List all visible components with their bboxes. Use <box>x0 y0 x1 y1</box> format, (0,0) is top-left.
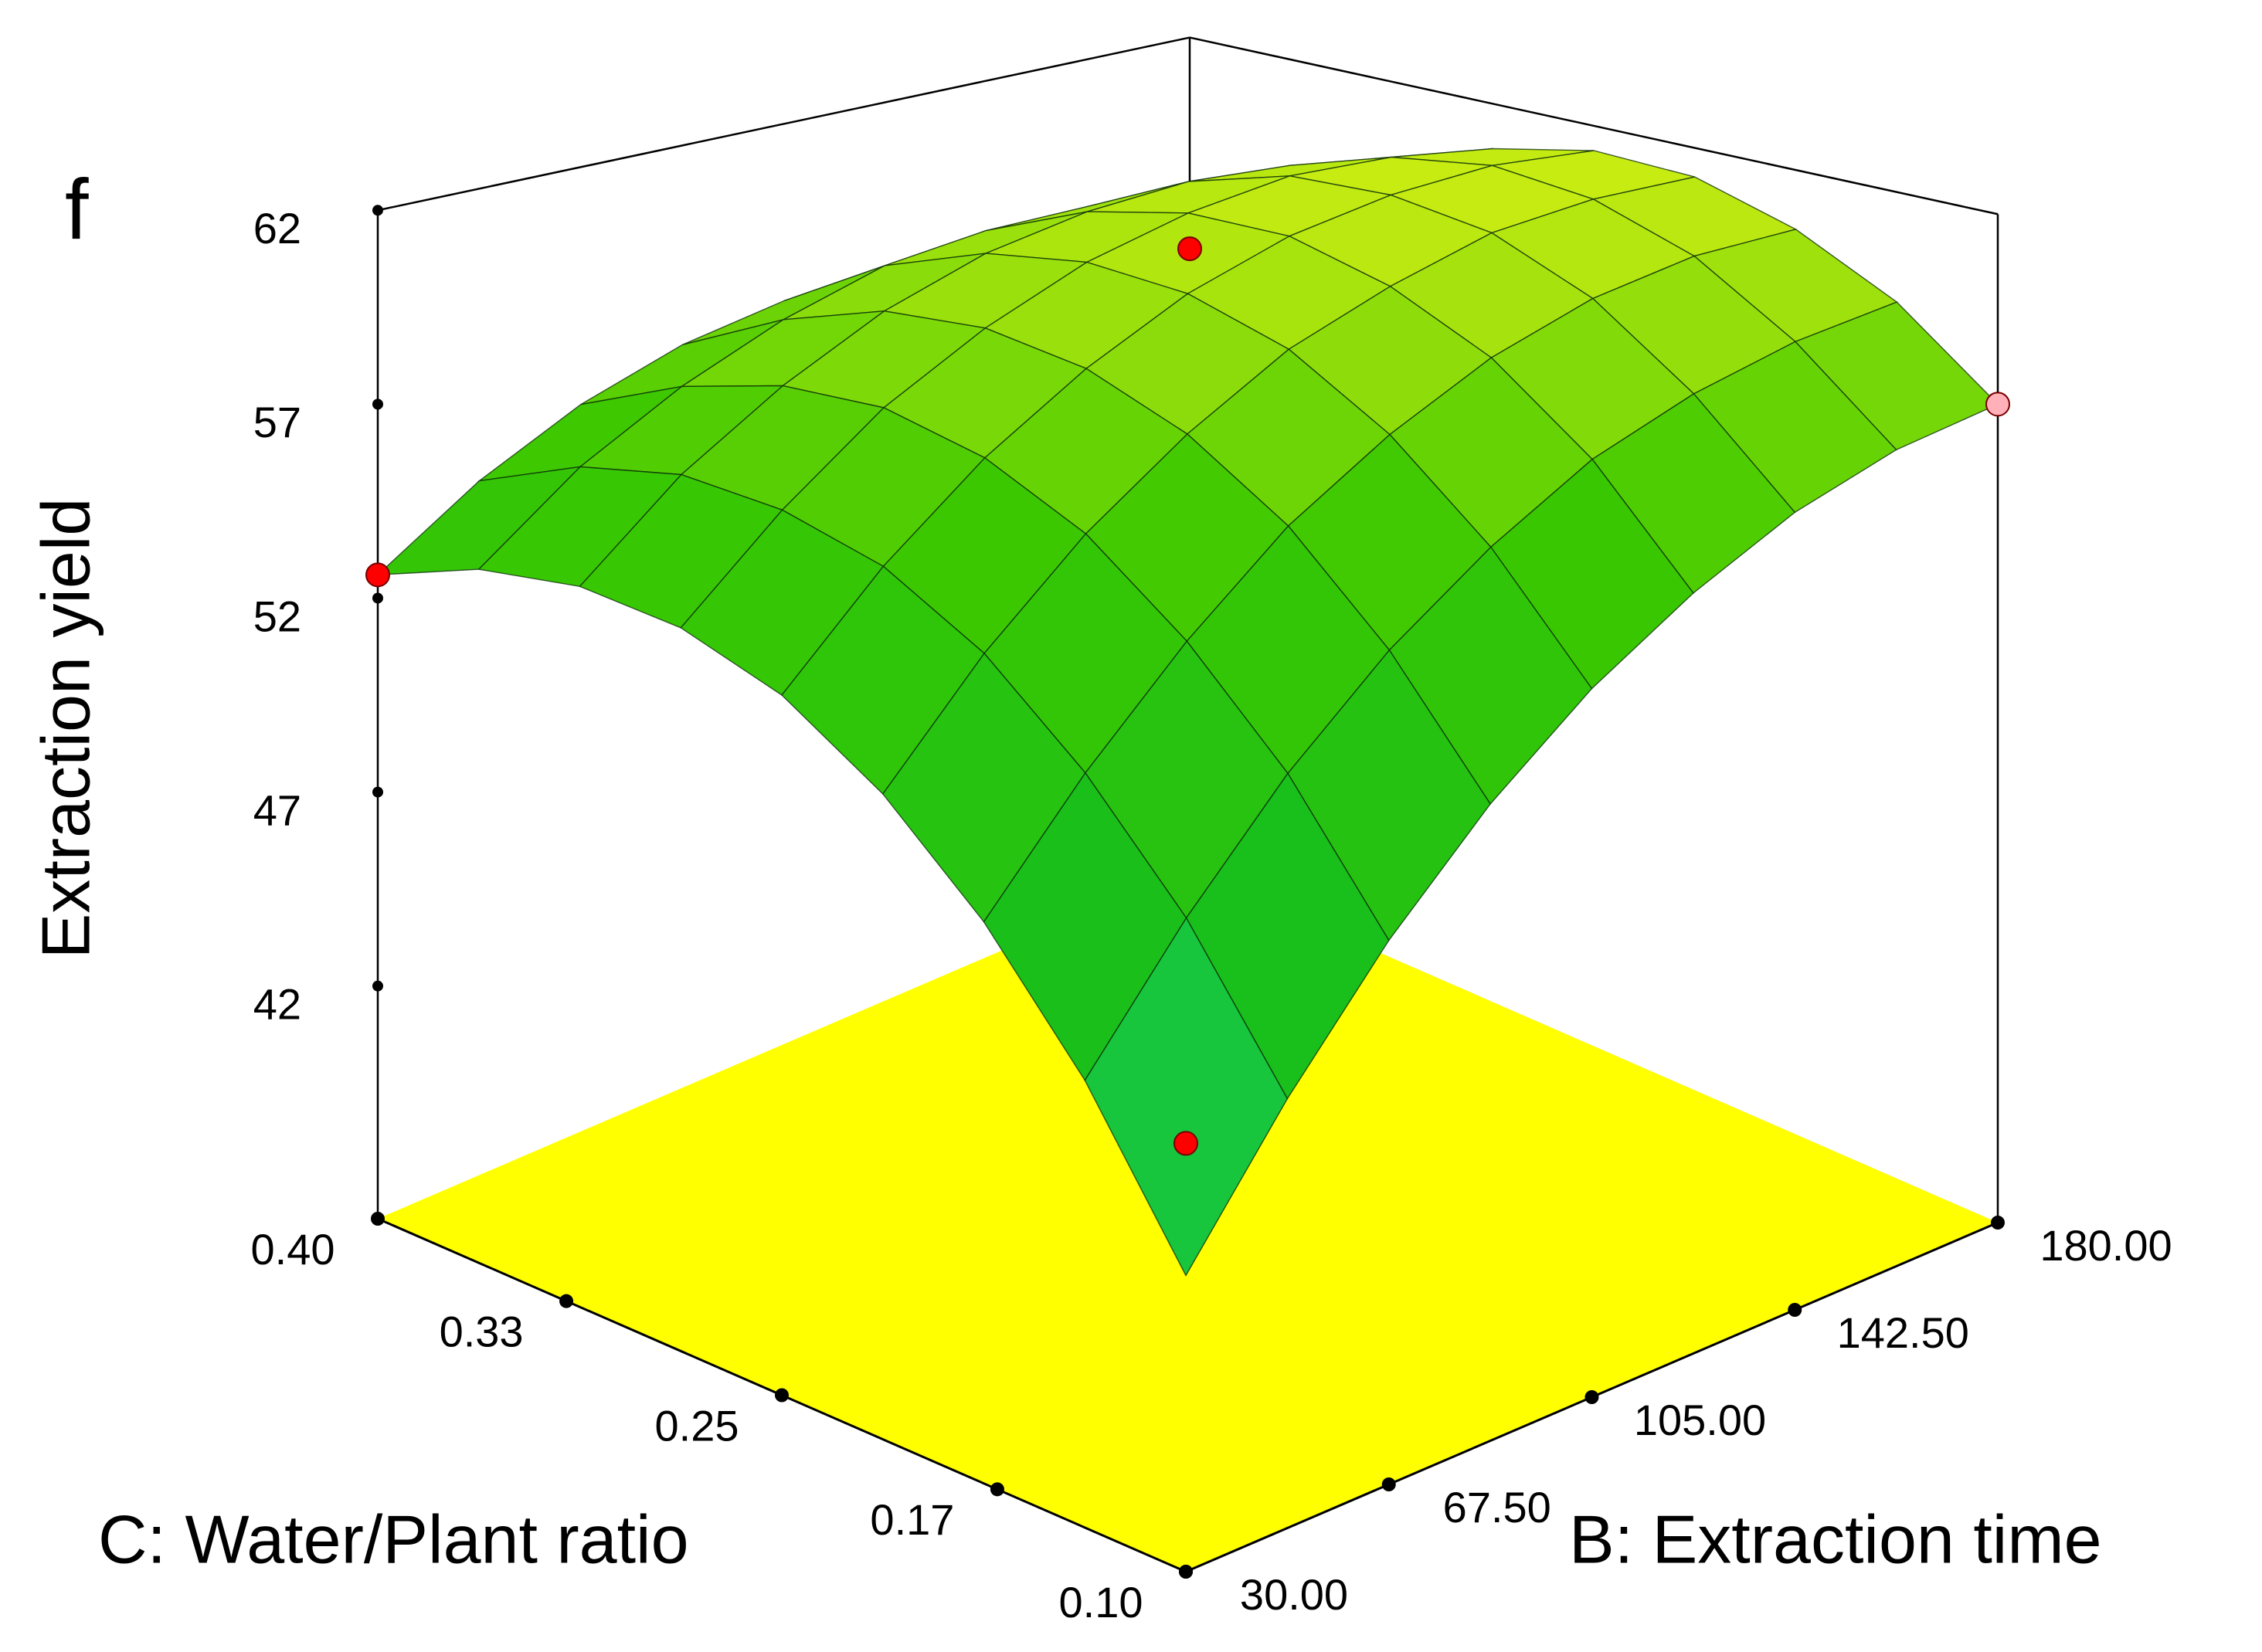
b-tick <box>1584 1390 1599 1404</box>
c-tick <box>990 1482 1004 1497</box>
design-point <box>1985 392 2010 417</box>
b-tick-label: 30.00 <box>1240 1570 1348 1619</box>
z-axis-title: Extraction yield <box>27 498 104 959</box>
box-edge <box>1189 36 1999 215</box>
panel-label: f <box>65 162 89 257</box>
z-tick-label: 47 <box>253 785 301 834</box>
design-point <box>365 562 390 588</box>
surface-cell <box>1084 917 1289 1277</box>
z-tick <box>372 592 383 604</box>
design-points <box>365 236 2010 1156</box>
design-point <box>1177 236 1202 262</box>
z-tick <box>372 980 383 992</box>
b-tick <box>1991 1216 2005 1230</box>
c-tick-label: 0.10 <box>1059 1578 1143 1627</box>
c-tick <box>371 1212 385 1226</box>
b-tick <box>1381 1477 1396 1491</box>
c-tick-label: 0.17 <box>870 1495 954 1544</box>
b-tick-label: 142.50 <box>1837 1308 1969 1357</box>
design-point <box>1173 1131 1198 1156</box>
b-tick-label: 180.00 <box>2040 1221 2172 1270</box>
b-axis-title: B: Extraction time <box>1569 1501 2102 1577</box>
z-tick <box>372 205 383 216</box>
z-tick-label: 57 <box>253 398 301 446</box>
c-tick-label: 0.40 <box>251 1225 335 1274</box>
z-tick-label: 42 <box>253 979 301 1028</box>
z-tick-label: 62 <box>253 204 301 253</box>
c-tick <box>559 1294 574 1308</box>
b-tick-label: 67.50 <box>1443 1483 1551 1532</box>
z-tick-label: 52 <box>253 592 301 640</box>
box-edge <box>377 36 1190 212</box>
labels: f Extraction yield C: Water/Plant ratio … <box>27 162 2172 1627</box>
z-tick <box>372 786 383 798</box>
c-tick <box>1179 1565 1193 1579</box>
c-tick <box>775 1388 789 1403</box>
c-tick-label: 0.25 <box>655 1401 739 1450</box>
surface <box>376 148 1999 1277</box>
b-tick <box>1788 1303 1802 1317</box>
b-tick-label: 105.00 <box>1634 1396 1766 1444</box>
c-axis-title: C: Water/Plant ratio <box>98 1501 689 1577</box>
z-tick <box>372 399 383 410</box>
c-tick-label: 0.33 <box>440 1307 524 1355</box>
